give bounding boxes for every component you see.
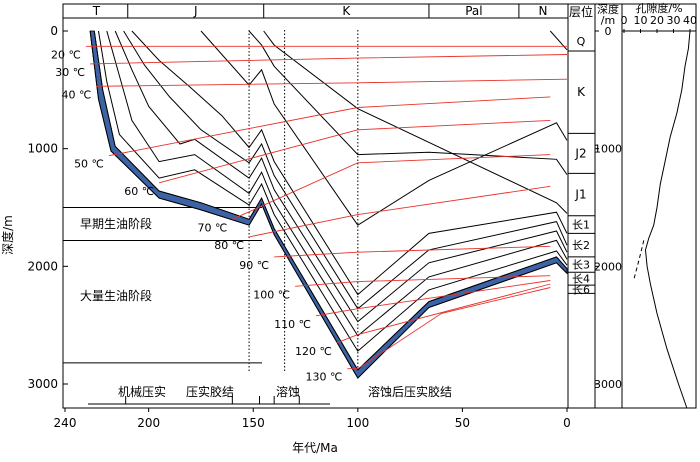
x-axis-label: 年代/Ma <box>292 441 338 455</box>
isotherm-line <box>347 287 551 370</box>
burial-curve-c8 <box>248 30 568 175</box>
isotherm-label: 120 ℃ <box>295 345 332 358</box>
burial-curve-c7 <box>200 30 568 226</box>
porosity-tick-label: 40 <box>683 14 697 27</box>
porosity-tick-label: 10 <box>634 14 648 27</box>
depth-header: 深度 <box>597 2 619 16</box>
isotherm-label: 90 ℃ <box>239 259 269 272</box>
strat-layer-label: 长3 <box>572 259 590 272</box>
diagenesis-stage-label: 压实胶结 <box>186 384 234 399</box>
isotherm-line <box>158 119 551 184</box>
isotherm-line <box>274 245 551 258</box>
depth-tick-label: 1000 <box>594 143 622 156</box>
strat-layer-label: 长2 <box>572 239 590 252</box>
period-label-T: T <box>92 4 101 18</box>
isotherm-line <box>108 96 551 157</box>
y-tick-label: 1000 <box>27 142 58 156</box>
x-tick-label: 0 <box>563 416 571 430</box>
x-tick-label: 100 <box>346 416 369 430</box>
strat-header: 层位 <box>569 4 593 19</box>
depth-unit: /m <box>601 14 615 27</box>
y-tick-label: 0 <box>50 24 58 38</box>
y-tick-label: 2000 <box>27 259 58 273</box>
y-tick-label: 3000 <box>27 377 58 391</box>
x-tick-label: 240 <box>54 416 77 430</box>
isotherm-line <box>315 280 551 317</box>
isotherm-line <box>96 78 568 87</box>
diagenesis-stage-label: 溶蚀后压实胶结 <box>368 384 452 399</box>
diagenesis-stage-label: 机械压实 <box>118 384 166 399</box>
porosity-plot: 孔隙度/% 0 10 20 30 40 <box>621 1 697 409</box>
period-label-J: J <box>193 4 198 18</box>
y-axis-label: 深度/m <box>0 215 15 255</box>
strat-layer-label: 长4 <box>572 273 590 286</box>
isotherm-label: 30 ℃ <box>55 66 85 79</box>
x-tick-label: 150 <box>242 416 265 430</box>
porosity-tick-label: 0 <box>621 14 628 27</box>
period-bar: T J K Pal N <box>92 4 547 18</box>
isotherm-label: 110 ℃ <box>274 318 311 331</box>
porosity-tick-label: 30 <box>667 14 681 27</box>
burial-curve-c1 <box>93 30 568 371</box>
period-label-Pal: Pal <box>465 4 482 18</box>
isotherm-line <box>249 185 551 238</box>
isotherm-label: 100 ℃ <box>253 288 290 301</box>
x-tick-label: 50 <box>455 416 470 430</box>
porosity-curve-porosity-dashed <box>633 240 645 280</box>
depth-tick-label: 3000 <box>594 378 622 391</box>
zone-label: 早期生油阶段 <box>80 216 152 231</box>
period-label-K: K <box>342 4 351 18</box>
depth-tick-label: 0 <box>605 25 612 38</box>
isotherm-label: 40 ℃ <box>62 88 92 101</box>
period-label-N: N <box>538 4 547 18</box>
diagenesis-stage-label: 溶蚀 <box>276 384 300 399</box>
strat-layer-label: Q <box>577 35 586 48</box>
isotherm-line <box>90 54 568 65</box>
burial-curve-base <box>89 30 568 379</box>
isotherm-label: 130 ℃ <box>306 371 343 384</box>
x-tick-label: 200 <box>137 416 160 430</box>
burial-curve-c9 <box>263 30 568 214</box>
isotherm-label: 80 ℃ <box>214 239 244 252</box>
burial-curve-c10 <box>549 30 568 51</box>
strat-layer-label: K <box>577 85 586 99</box>
depth-tick-label: 2000 <box>594 260 622 273</box>
porosity-plot-frame <box>621 3 697 409</box>
burial-curve-c2 <box>98 30 568 352</box>
zone-label: 大量生油阶段 <box>80 288 152 303</box>
isotherm-line <box>295 275 551 287</box>
depth-column-frame <box>594 3 623 409</box>
strat-layer-label: J1 <box>574 188 586 202</box>
burial-curve-c5 <box>123 30 568 310</box>
burial-curve-c3 <box>106 30 568 337</box>
burial-curve-c4 <box>114 30 568 323</box>
burial-curve-c6 <box>131 30 568 296</box>
depth-column: 深度 /m 0 1000 2000 3000 <box>594 2 623 409</box>
strat-layer-label: J2 <box>574 146 586 160</box>
diagenesis-bar: 机械压实 压实胶结 溶蚀 溶蚀后压实胶结 <box>88 384 452 405</box>
strat-layer-label: 长6 <box>572 283 590 296</box>
isotherm-label: 50 ℃ <box>74 158 104 171</box>
isotherm-label: 20 ℃ <box>51 48 81 61</box>
isotherm-lines: 20 ℃ 30 ℃ 40 ℃ 50 ℃ 60 ℃ 70 ℃ 80 ℃ 90 ℃ 100 ℃ 110… <box>51 45 568 384</box>
strat-column-frame <box>567 3 596 409</box>
isotherm-label: 70 ℃ <box>197 221 227 234</box>
x-axis: 240 200 150 100 50 0 <box>54 408 571 430</box>
porosity-curve-porosity <box>644 30 691 408</box>
isotherm-label: 60 ℃ <box>124 185 154 198</box>
strat-layer-label: 长1 <box>572 219 590 232</box>
isotherm-line <box>232 154 551 220</box>
y-axis: 0 1000 2000 3000 <box>27 24 68 391</box>
isotherm-line <box>336 283 551 344</box>
burial-curves <box>89 30 568 379</box>
time-markers <box>248 30 359 373</box>
porosity-tick-label: 20 <box>650 14 664 27</box>
porosity-title: 孔隙度/% <box>635 1 682 15</box>
